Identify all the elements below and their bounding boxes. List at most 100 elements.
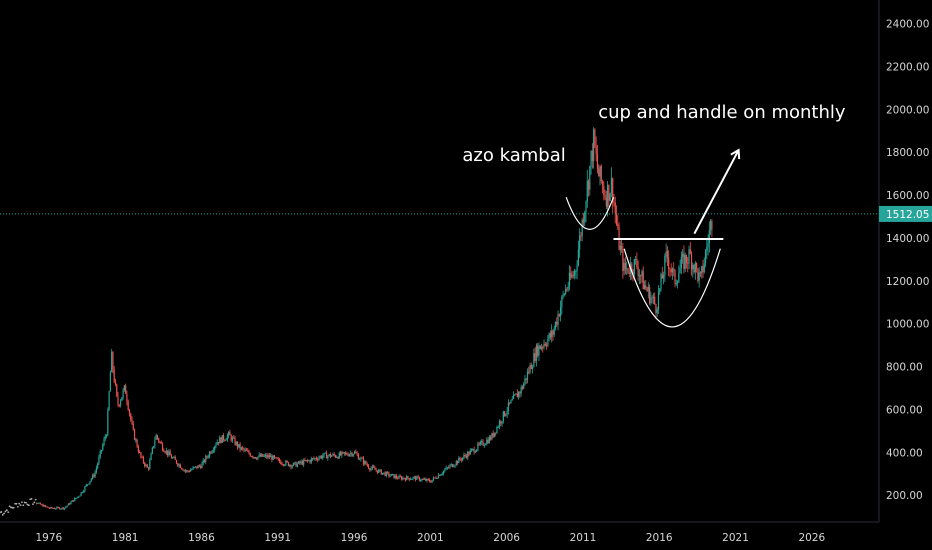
candle — [103, 436, 105, 447]
price-dot — [19, 504, 22, 507]
time-axis[interactable]: 1976 1981 1986 1991 1996 2001 2006 2011 2016 2021… — [35, 532, 825, 544]
candle — [201, 461, 203, 469]
price-dot — [29, 498, 32, 501]
candle — [646, 286, 648, 292]
candle — [515, 393, 517, 395]
candle — [647, 282, 649, 299]
candle — [707, 234, 709, 256]
candle — [507, 399, 510, 415]
candle — [364, 460, 366, 466]
candle — [332, 452, 334, 457]
candle — [627, 268, 629, 274]
candle — [669, 267, 671, 278]
candle — [240, 446, 242, 451]
candle — [337, 456, 339, 460]
candle — [292, 462, 295, 467]
candle — [535, 343, 538, 367]
candle — [57, 506, 59, 509]
candle — [378, 468, 380, 474]
candle — [688, 245, 690, 270]
drawings[interactable] — [565, 148, 741, 328]
price-dot — [5, 509, 8, 512]
candle — [67, 503, 70, 506]
candle — [177, 462, 179, 467]
candle — [539, 345, 541, 350]
candle — [183, 469, 185, 473]
annotation-author[interactable]: azo kambal — [462, 145, 565, 166]
candle — [622, 242, 624, 279]
candle — [256, 456, 258, 460]
candle — [476, 449, 478, 453]
candle — [69, 502, 71, 505]
candle — [242, 445, 244, 451]
candle — [633, 258, 635, 277]
candle — [486, 437, 488, 446]
arrow-head-icon — [730, 148, 741, 160]
candle — [180, 467, 183, 470]
candle — [47, 506, 49, 508]
candle — [412, 476, 414, 481]
candle — [331, 454, 333, 457]
price-dot — [18, 502, 21, 505]
candle — [36, 502, 38, 505]
candle — [395, 473, 398, 480]
candle — [626, 261, 628, 275]
candle — [708, 221, 710, 253]
candle — [537, 343, 539, 358]
candle — [640, 274, 642, 284]
candle — [286, 460, 288, 463]
candle — [212, 447, 214, 454]
candle — [329, 452, 331, 459]
candle — [281, 462, 283, 466]
breakout-arrow-drawing[interactable] — [693, 149, 740, 235]
candle — [116, 383, 118, 398]
candle — [146, 463, 148, 468]
candle — [341, 450, 343, 458]
cup-arc-drawing[interactable] — [623, 248, 721, 328]
candle — [90, 477, 92, 483]
candle — [375, 467, 377, 472]
candle — [243, 447, 245, 453]
candle — [436, 477, 438, 480]
candle — [252, 455, 254, 459]
candle — [474, 449, 476, 453]
candle — [666, 246, 668, 267]
price-dot — [11, 506, 14, 509]
candle — [379, 469, 381, 472]
candle — [193, 466, 195, 469]
candle — [558, 313, 560, 318]
candle — [94, 470, 96, 478]
y-tick-label: 1600.00 — [886, 190, 929, 202]
candle — [296, 462, 298, 468]
handle-arc-drawing[interactable] — [565, 197, 615, 230]
candle — [365, 460, 367, 465]
annotation-cup-handle[interactable]: cup and handle on monthly — [598, 102, 846, 123]
candle — [119, 399, 122, 408]
candle — [320, 454, 323, 460]
candle — [585, 200, 587, 223]
candle — [548, 332, 550, 342]
candle — [501, 421, 503, 427]
candle — [673, 262, 675, 277]
candle — [371, 464, 373, 471]
candle — [308, 459, 310, 462]
price-dot — [1, 513, 4, 516]
candle — [275, 457, 277, 459]
price-axis[interactable]: 200.00 400.00 600.00 800.00 1000.00 1200.00 14… — [886, 19, 929, 503]
candle — [542, 345, 544, 353]
candle — [394, 474, 396, 480]
candle — [670, 263, 672, 276]
x-tick-label: 1991 — [264, 532, 291, 544]
x-tick-label: 1996 — [341, 532, 368, 544]
candle — [359, 457, 361, 461]
candle — [297, 460, 300, 464]
candle — [231, 435, 234, 443]
candle — [220, 436, 222, 444]
candle — [198, 464, 201, 468]
candle — [289, 464, 291, 468]
candle — [463, 452, 465, 460]
candle — [315, 456, 317, 461]
candle — [540, 343, 543, 351]
candle — [599, 165, 601, 186]
